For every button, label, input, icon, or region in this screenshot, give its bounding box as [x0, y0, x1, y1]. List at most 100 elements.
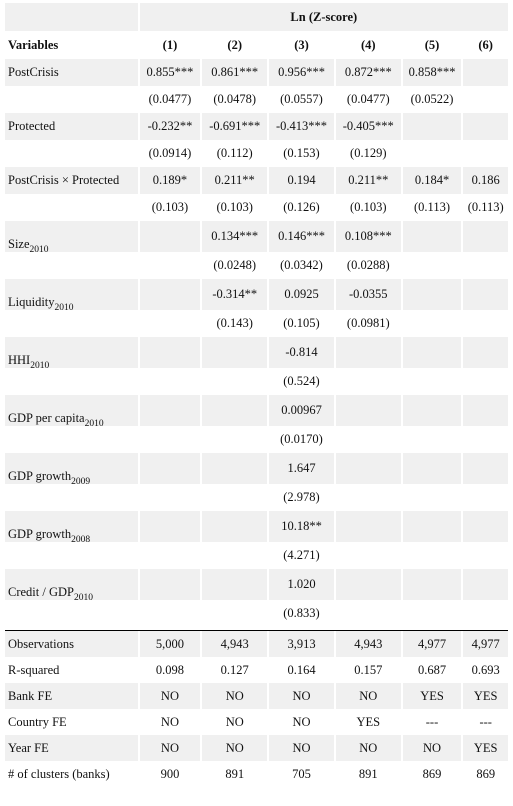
variable-subscript: 2008: [71, 535, 91, 542]
variable-subscript: 2010: [84, 419, 104, 426]
column-header: (3): [269, 31, 334, 59]
coefficient-cell: [463, 59, 508, 86]
variable-label: Protected: [5, 113, 138, 140]
statistic-cell: 5,000: [139, 631, 201, 657]
column-header: (5): [402, 31, 462, 59]
statistic-cell: NO: [269, 735, 334, 761]
standard-error-cell: [139, 426, 201, 453]
coefficient-row: GDP per capita2010 0.00967: [5, 395, 508, 426]
standard-error-cell: [463, 368, 508, 395]
coefficient-cell: [402, 453, 462, 484]
standard-error-cell: [402, 426, 462, 453]
standard-error-label: [5, 194, 138, 221]
statistic-row: Year FE NO NO NO NO NO YES: [5, 735, 508, 761]
variable-label: Size2010: [5, 221, 138, 252]
coefficient-row: Size2010 0.134*** 0.146*** 0.108***: [5, 221, 508, 252]
statistic-cell: NO: [139, 735, 201, 761]
header-blank-cell: [5, 3, 138, 31]
standard-error-row: (0.103) (0.103) (0.126) (0.103) (0.113) (0.11…: [5, 194, 508, 221]
variable-label: Credit / GDP2010: [5, 569, 138, 600]
header-row-dependent: Ln (Z-score): [5, 3, 508, 31]
variable-name: HHI: [8, 353, 31, 367]
coefficient-cell: 0.108***: [335, 221, 401, 252]
coefficient-row: PostCrisis × Protected 0.189* 0.211** 0.194…: [5, 167, 508, 194]
coefficient-cell: [402, 113, 462, 140]
standard-error-cell: (0.113): [402, 194, 462, 221]
statistic-cell: 3,913: [269, 631, 334, 657]
statistic-cell: 0.157: [335, 657, 401, 683]
standard-error-row: (0.0914) (0.112) (0.153) (0.129): [5, 140, 508, 167]
statistic-cell: NO: [335, 683, 401, 709]
statistic-label: Year FE: [5, 735, 138, 761]
coefficient-cell: [402, 395, 462, 426]
statistic-cell: NO: [139, 709, 201, 735]
variable-name: Credit / GDP: [8, 585, 74, 599]
statistic-cell: 4,943: [335, 631, 401, 657]
statistic-cell: YES: [335, 709, 401, 735]
column-header: (6): [463, 31, 508, 59]
standard-error-cell: [335, 600, 401, 627]
coefficient-cell: [402, 337, 462, 368]
standard-error-cell: (0.112): [202, 140, 268, 167]
standard-error-cell: (2.978): [269, 484, 334, 511]
coefficient-cell: 0.194: [269, 167, 334, 194]
standard-error-cell: [335, 368, 401, 395]
standard-error-row: (0.0170): [5, 426, 508, 453]
column-header: (4): [335, 31, 401, 59]
standard-error-cell: (0.833): [269, 600, 334, 627]
standard-error-label: [5, 310, 138, 337]
statistic-label: Bank FE: [5, 683, 138, 709]
standard-error-cell: [402, 252, 462, 279]
standard-error-cell: (0.0288): [335, 252, 401, 279]
coefficient-cell: 0.146***: [269, 221, 334, 252]
statistic-cell: NO: [335, 735, 401, 761]
coefficient-cell: [139, 279, 201, 310]
statistic-cell: NO: [202, 683, 268, 709]
coefficient-cell: [463, 453, 508, 484]
coefficient-cell: -0.814: [269, 337, 334, 368]
statistic-cell: NO: [139, 683, 201, 709]
standard-error-cell: (0.153): [269, 140, 334, 167]
standard-error-cell: (0.0342): [269, 252, 334, 279]
standard-error-cell: [335, 542, 401, 569]
coefficient-cell: [139, 221, 201, 252]
variable-subscript: 2010: [29, 245, 49, 252]
statistic-cell: NO: [269, 709, 334, 735]
coefficient-cell: -0.314**: [202, 279, 268, 310]
standard-error-cell: [202, 368, 268, 395]
standard-error-cell: (0.143): [202, 310, 268, 337]
standard-error-cell: (0.103): [335, 194, 401, 221]
coefficient-cell: [402, 569, 462, 600]
standard-error-cell: [463, 252, 508, 279]
statistic-cell: 891: [202, 761, 268, 787]
standard-error-label: [5, 542, 138, 569]
dependent-variable-header: Ln (Z-score): [139, 3, 508, 31]
statistic-row: Country FE NO NO NO YES --- ---: [5, 709, 508, 735]
coefficient-row: Protected -0.232** -0.691*** -0.413*** -0.40…: [5, 113, 508, 140]
statistic-cell: YES: [463, 735, 508, 761]
coefficient-cell: 0.134***: [202, 221, 268, 252]
variable-label: GDP growth2008: [5, 511, 138, 542]
coefficient-cell: [335, 511, 401, 542]
standard-error-cell: (0.0248): [202, 252, 268, 279]
standard-error-label: [5, 140, 138, 167]
regression-table: Ln (Z-score) Variables (1) (2) (3) (4) (…: [3, 3, 510, 787]
coefficient-cell: [139, 395, 201, 426]
variable-label: PostCrisis: [5, 59, 138, 86]
coefficient-cell: -0.0355: [335, 279, 401, 310]
coefficient-cell: [463, 395, 508, 426]
variable-label: Liquidity2010: [5, 279, 138, 310]
standard-error-cell: [139, 542, 201, 569]
coefficient-cell: [402, 511, 462, 542]
coefficient-cell: -0.413***: [269, 113, 334, 140]
coefficient-cell: [463, 511, 508, 542]
coefficient-cell: [335, 337, 401, 368]
standard-error-cell: (0.129): [335, 140, 401, 167]
coefficient-cell: 0.956***: [269, 59, 334, 86]
coefficient-cell: [463, 337, 508, 368]
standard-error-cell: [463, 310, 508, 337]
statistic-label: Country FE: [5, 709, 138, 735]
standard-error-row: (0.0477) (0.0478) (0.0557) (0.0477) (0.0522): [5, 86, 508, 113]
variable-subscript: 2009: [71, 477, 91, 484]
statistic-cell: 4,977: [463, 631, 508, 657]
